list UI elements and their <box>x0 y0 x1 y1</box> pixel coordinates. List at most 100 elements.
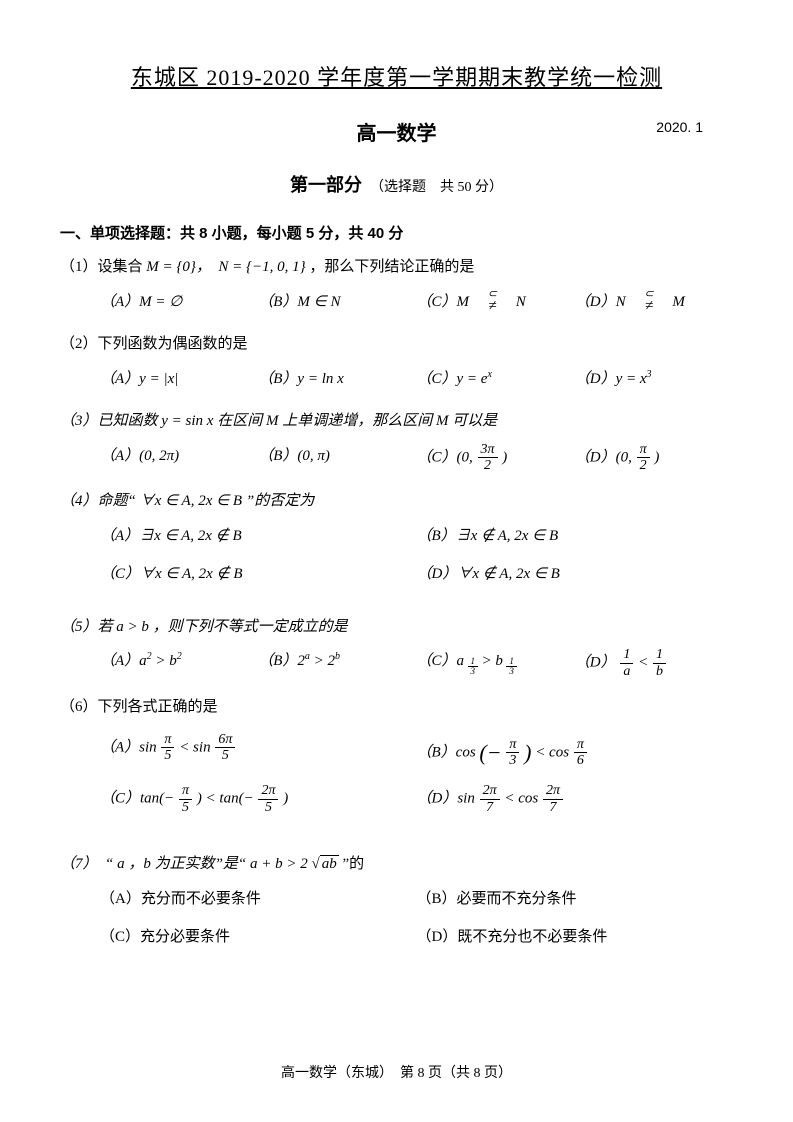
q6-b-pre: （B）cos <box>417 744 476 760</box>
subtitle-row: 高一数学 2020. 1 <box>60 117 733 146</box>
q2-opt-a: （A）y = |x| <box>100 365 258 394</box>
q4-opt-c: （C）∀x ∈ A, 2x ∉ B <box>100 560 417 589</box>
q7-opt-a: （A）充分而不必要条件 <box>100 885 417 914</box>
q6-a-n2: 6π <box>215 732 235 748</box>
q6-d-n1: 2π <box>480 783 500 799</box>
exam-date: 2020. 1 <box>656 119 703 135</box>
part-note: （选择题 共 50 分） <box>370 180 503 195</box>
q5-opt-c: （C）a 13 > b 13 <box>417 647 575 679</box>
fraction-icon: π6 <box>574 737 587 769</box>
question-6: （6）下列各式正确的是 （A）sin π5 < sin 6π5 （B）cos (… <box>60 693 733 825</box>
q2-d-pre: （D）y = x <box>575 371 647 387</box>
q7-options: （A）充分而不必要条件 （B）必要而不充分条件 （C）充分必要条件 （D）既不充… <box>60 885 733 962</box>
q5-d-d2: b <box>653 664 666 679</box>
fraction-icon: 3π 2 <box>478 442 498 474</box>
q2-opt-c: （C）y = ex <box>417 365 575 394</box>
q5-a-mid: > b <box>152 653 177 669</box>
q3-options: （A）(0, 2π) （B）(0, π) （C）(0, 3π 2 ) （D）(0… <box>60 442 733 474</box>
fraction-icon: 13 <box>468 657 479 678</box>
part-row: 第一部分 （选择题 共 50 分） <box>60 171 733 197</box>
q5-opt-b: （B）2a > 2b <box>258 647 416 679</box>
q1-opt-c: （C）M ⊂ ≠ N <box>417 288 575 317</box>
q5-options: （A）a2 > b2 （B）2a > 2b （C）a 13 > b 13 （D）… <box>60 647 733 679</box>
q6-a-mid: < sin <box>179 739 214 755</box>
q4-opt-a: （A）∃x ∈ A, 2x ∉ B <box>100 522 417 551</box>
q6-a-n1: π <box>161 732 174 748</box>
q2-c-pre: （C）y = e <box>417 371 488 387</box>
fraction-icon: π5 <box>161 732 174 764</box>
q6-d-pre: （D）sin <box>417 791 479 807</box>
q1-opt-a: （A）M = ∅ <box>100 288 258 317</box>
q6-b-n1: π <box>506 737 519 753</box>
q7-opt-b: （B）必要而不充分条件 <box>417 885 734 914</box>
q6-d-mid: < cos <box>504 791 542 807</box>
q3-d-post: ) <box>654 449 659 465</box>
q6-d-d1: 7 <box>480 800 500 815</box>
q6-a-pre: （A）sin <box>100 739 160 755</box>
q2-options: （A）y = |x| （B）y = ln x （C）y = ex （D）y = … <box>60 365 733 394</box>
q6-d-d2: 7 <box>543 800 563 815</box>
q1-c-pre: （C）M <box>417 294 485 310</box>
q5-b-mid: > 2 <box>310 653 335 669</box>
q4-stem: （4）命题“ ∀x ∈ A, 2x ∈ B ”的否定为 <box>60 493 314 509</box>
sqrt-icon: ab <box>320 855 339 872</box>
fraction-icon: 2π7 <box>543 783 563 815</box>
q1-opt-b: （B）M ∈ N <box>258 288 416 317</box>
q3-opt-c: （C）(0, 3π 2 ) <box>417 442 575 474</box>
q6-b-d2: 6 <box>574 753 587 768</box>
q6-c-pre: （C）tan(− <box>100 791 174 807</box>
subtitle: 高一数学 <box>357 123 437 145</box>
subset-neq-icon: ⊂ ≠ <box>644 290 653 313</box>
q5-stem: （5）若 a > b ，则下列不等式一定成立的是 <box>60 619 348 635</box>
q1-d-post: M <box>657 294 685 310</box>
main-title: 东城区 2019-2020 学年度第一学期期末教学统一检测 <box>60 60 733 92</box>
q6-c-n2: 2π <box>258 783 278 799</box>
q4-opt-d: （D）∀x ∉ A, 2x ∈ B <box>417 560 734 589</box>
q5-d-mid: < <box>638 655 652 671</box>
q6-b-d1: 3 <box>506 753 519 768</box>
q3-d-pre: （D）(0, <box>575 449 636 465</box>
exam-page: 东城区 2019-2020 学年度第一学期期末教学统一检测 高一数学 2020.… <box>0 0 793 1122</box>
q2-stem: （2）下列函数为偶函数的是 <box>60 336 248 352</box>
q3-stem: （3）已知函数 y = sin x 在区间 M 上单调递增，那么区间 M 可以是 <box>60 413 497 429</box>
q3-d-num: π <box>637 442 650 458</box>
section-header: 一、单项选择题：共 8 小题，每小题 5 分，共 40 分 <box>60 222 733 243</box>
q5-a-pre: （A）a <box>100 653 147 669</box>
q3-opt-a: （A）(0, 2π) <box>100 442 258 474</box>
q2-opt-b: （B）y = ln x <box>258 365 416 394</box>
subset-neq-icon: ⊂ ≠ <box>488 290 497 313</box>
q6-a-d1: 5 <box>161 748 174 763</box>
q5-a-sup2: 2 <box>177 651 182 662</box>
q2-d-sup: 3 <box>647 369 652 380</box>
q7-opt-d: （D）既不充分也不必要条件 <box>417 923 734 952</box>
subset-bot2: ≠ <box>644 300 653 314</box>
q7-stem-post: ”的 <box>343 856 365 872</box>
q5-opt-d: （D） 1a < 1b <box>575 647 733 679</box>
q6-b-mid: < cos <box>535 744 573 760</box>
subset-bot: ≠ <box>488 300 497 314</box>
q6-opt-c: （C）tan(− π5 ) < tan(− 2π5 ) <box>100 783 417 815</box>
question-3: （3）已知函数 y = sin x 在区间 M 上单调递增，那么区间 M 可以是… <box>60 407 733 473</box>
q6-d-n2: 2π <box>543 783 563 799</box>
q1-stem-math: M = {0}， N = {−1, 0, 1} <box>146 259 305 275</box>
fraction-icon: 1a <box>620 647 633 679</box>
q6-opt-d: （D）sin 2π7 < cos 2π7 <box>417 783 734 815</box>
q5-c-pre: （C）a <box>417 653 465 669</box>
q6-c-d1: 5 <box>179 800 192 815</box>
q6-c-post: ) <box>283 791 288 807</box>
q5-b-pre: （B）2 <box>258 653 305 669</box>
q5-c-mid: > b <box>482 653 503 669</box>
q3-c-post: ) <box>502 449 507 465</box>
q1-opt-d: （D）N ⊂ ≠ M <box>575 288 733 317</box>
page-footer: 高一数学（东城） 第 8 页（共 8 页） <box>0 1062 793 1082</box>
fraction-icon: 2π5 <box>258 783 278 815</box>
q6-options: （A）sin π5 < sin 6π5 （B）cos (− π3 ) < cos… <box>60 732 733 826</box>
q3-c-pre: （C）(0, <box>417 449 477 465</box>
q5-d-d1: a <box>620 664 633 679</box>
q4-options: （A）∃x ∈ A, 2x ∉ B （B）∃x ∉ A, 2x ∈ B （C）∀… <box>60 522 733 599</box>
q6-b-n2: π <box>574 737 587 753</box>
part-label: 第一部分 <box>290 175 362 195</box>
q5-c-d1: 3 <box>468 667 479 677</box>
fraction-icon: 2π7 <box>480 783 500 815</box>
q1-stem-post: ，那么下列结论正确的是 <box>309 259 474 275</box>
